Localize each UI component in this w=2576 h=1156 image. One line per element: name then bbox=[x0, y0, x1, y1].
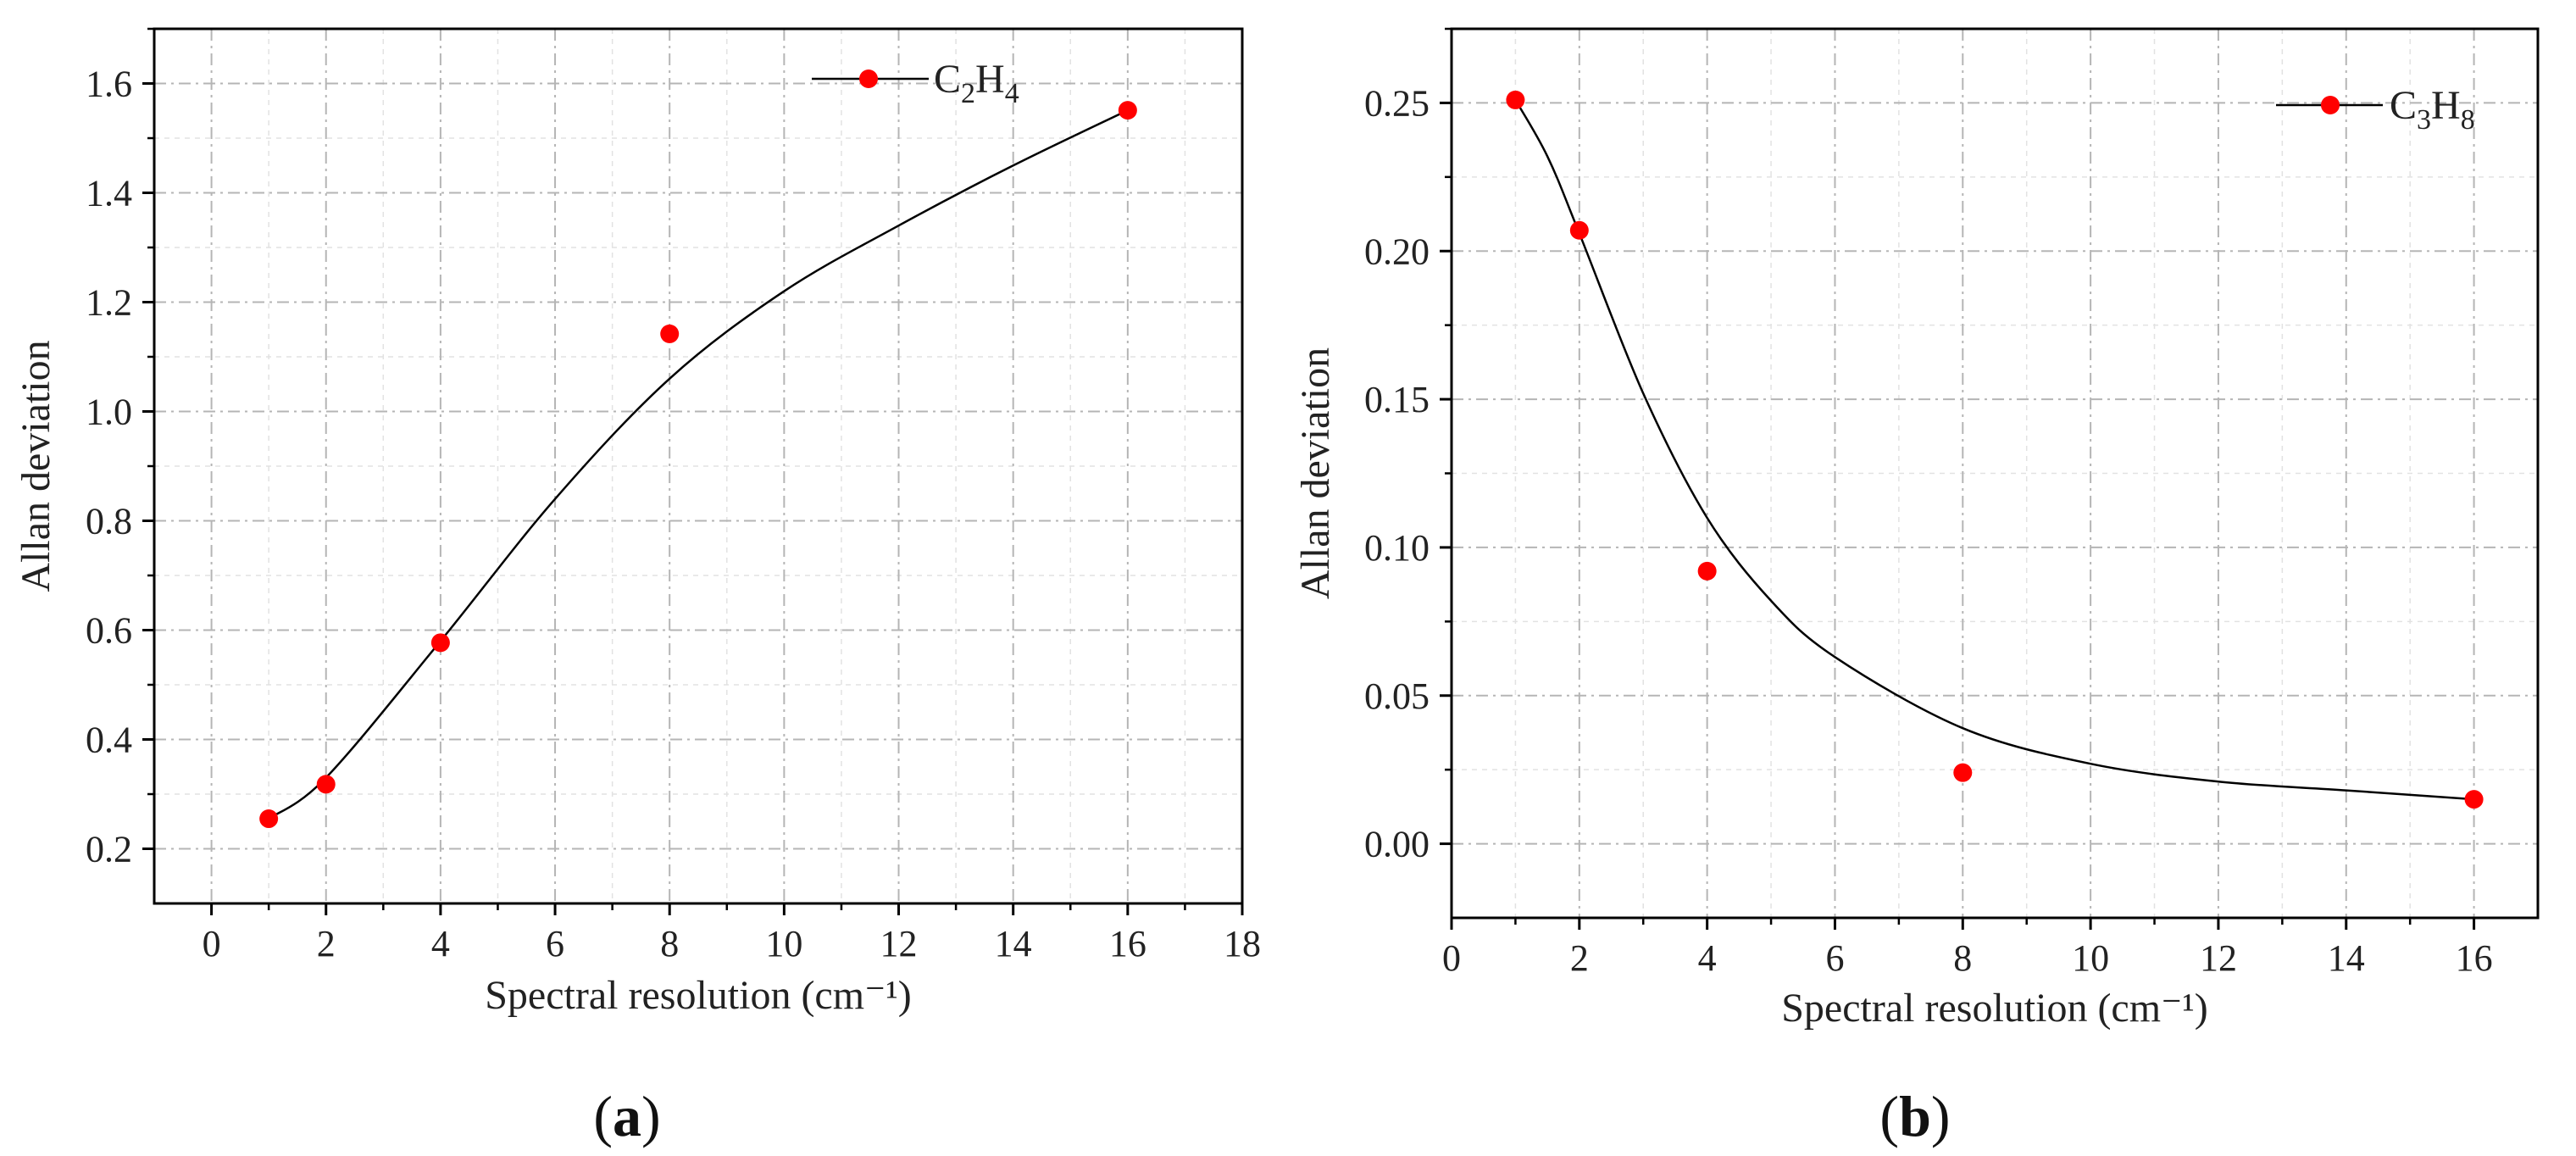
x-tick-label: 10 bbox=[2072, 937, 2109, 979]
x-tick-label: 16 bbox=[2456, 937, 2493, 979]
x-tick-label: 2 bbox=[317, 923, 336, 964]
y-axis-label-a: Allan deviation bbox=[14, 340, 58, 592]
y-tick-label: 0.25 bbox=[1364, 82, 1430, 124]
major-grid-a bbox=[154, 29, 1242, 903]
x-tick-label: 8 bbox=[1953, 937, 1972, 979]
y-tick-label: 0.20 bbox=[1364, 231, 1430, 272]
x-tick-label: 6 bbox=[1825, 937, 1844, 979]
data-points-b bbox=[1506, 90, 2484, 809]
data-point bbox=[1953, 763, 1973, 782]
y-tick-label: 0.4 bbox=[86, 720, 132, 761]
y-tick-label: 1.2 bbox=[86, 282, 132, 324]
fit-curve-a bbox=[268, 108, 1129, 820]
chart-panel-a: 0 2 4 6 8 10 12 14 16 18 0.2 0.4 0.6 0.8 1.0 1.2 1.4 1.6… bbox=[14, 27, 1261, 1148]
panel-label-a: (a) bbox=[593, 1084, 660, 1148]
legend-label-a: C2H4 bbox=[934, 57, 1019, 109]
x-tick-label: 0 bbox=[203, 923, 221, 964]
x-tick-label: 16 bbox=[1109, 923, 1146, 964]
x-axis-label-b: Spectral resolution (cm⁻¹) bbox=[1781, 986, 2208, 1031]
y-tick-label: 0.6 bbox=[86, 610, 132, 652]
y-tick-label: 0.15 bbox=[1364, 379, 1430, 420]
x-tick-label: 14 bbox=[995, 923, 1032, 964]
chart-panel-b: 0 2 4 6 8 10 12 14 16 0.00 0.05 0.10 0.15 0.20 0.25 C… bbox=[1293, 27, 2540, 1148]
legend-marker-b bbox=[2321, 96, 2340, 114]
y-tick-label: 1.6 bbox=[86, 64, 132, 105]
panel-label-b: (b) bbox=[1879, 1084, 1950, 1148]
data-point bbox=[430, 633, 450, 653]
x-tick-label: 18 bbox=[1224, 923, 1261, 964]
x-tick-label: 2 bbox=[1570, 937, 1589, 979]
data-point bbox=[1118, 101, 1137, 120]
minor-grid-a bbox=[154, 28, 1242, 903]
data-point bbox=[316, 775, 336, 794]
data-point bbox=[1569, 220, 1589, 240]
x-tick-label: 12 bbox=[2200, 937, 2237, 979]
data-point bbox=[660, 324, 680, 343]
legend-marker-a bbox=[859, 69, 878, 88]
minor-grid-b bbox=[1452, 28, 2538, 918]
y-tick-label: 1.0 bbox=[86, 392, 132, 433]
data-point bbox=[2464, 790, 2484, 809]
y-axis-label-b: Allan deviation bbox=[1293, 347, 1338, 599]
tick-marks-a bbox=[142, 27, 1244, 915]
x-tick-label: 6 bbox=[546, 923, 564, 964]
y-tick-label: 0.8 bbox=[86, 501, 132, 542]
x-tick-label: 0 bbox=[1442, 937, 1461, 979]
x-tick-label: 4 bbox=[1698, 937, 1717, 979]
y-tick-labels-a: 0.2 0.4 0.6 0.8 1.0 1.2 1.4 1.6 bbox=[86, 64, 132, 870]
x-tick-label: 12 bbox=[880, 923, 918, 964]
data-points-a bbox=[259, 101, 1137, 829]
legend-b: C3H8 bbox=[2276, 83, 2475, 136]
legend-a: C2H4 bbox=[812, 57, 1019, 109]
fit-curve-b bbox=[1514, 99, 2474, 801]
major-grid-b bbox=[1452, 29, 2538, 918]
y-tick-labels-b: 0.00 0.05 0.10 0.15 0.20 0.25 bbox=[1364, 82, 1430, 864]
x-tick-labels-a: 0 2 4 6 8 10 12 14 16 18 bbox=[203, 923, 1261, 964]
y-tick-label: 1.4 bbox=[86, 173, 132, 214]
data-point bbox=[1506, 90, 1525, 109]
y-tick-label: 0.2 bbox=[86, 829, 132, 870]
y-tick-label: 0.10 bbox=[1364, 527, 1430, 569]
legend-label-b: C3H8 bbox=[2390, 83, 2475, 136]
x-axis-label-a: Spectral resolution (cm⁻¹) bbox=[485, 973, 912, 1018]
x-tick-label: 8 bbox=[660, 923, 679, 964]
tick-marks-b bbox=[1440, 27, 2476, 930]
data-point bbox=[1697, 561, 1717, 581]
y-tick-label: 0.05 bbox=[1364, 675, 1430, 717]
data-point bbox=[259, 809, 279, 829]
x-tick-label: 10 bbox=[765, 923, 802, 964]
x-tick-label: 14 bbox=[2328, 937, 2365, 979]
x-tick-label: 4 bbox=[431, 923, 450, 964]
x-tick-labels-b: 0 2 4 6 8 10 12 14 16 bbox=[1442, 937, 2493, 979]
y-tick-label: 0.00 bbox=[1364, 824, 1430, 865]
